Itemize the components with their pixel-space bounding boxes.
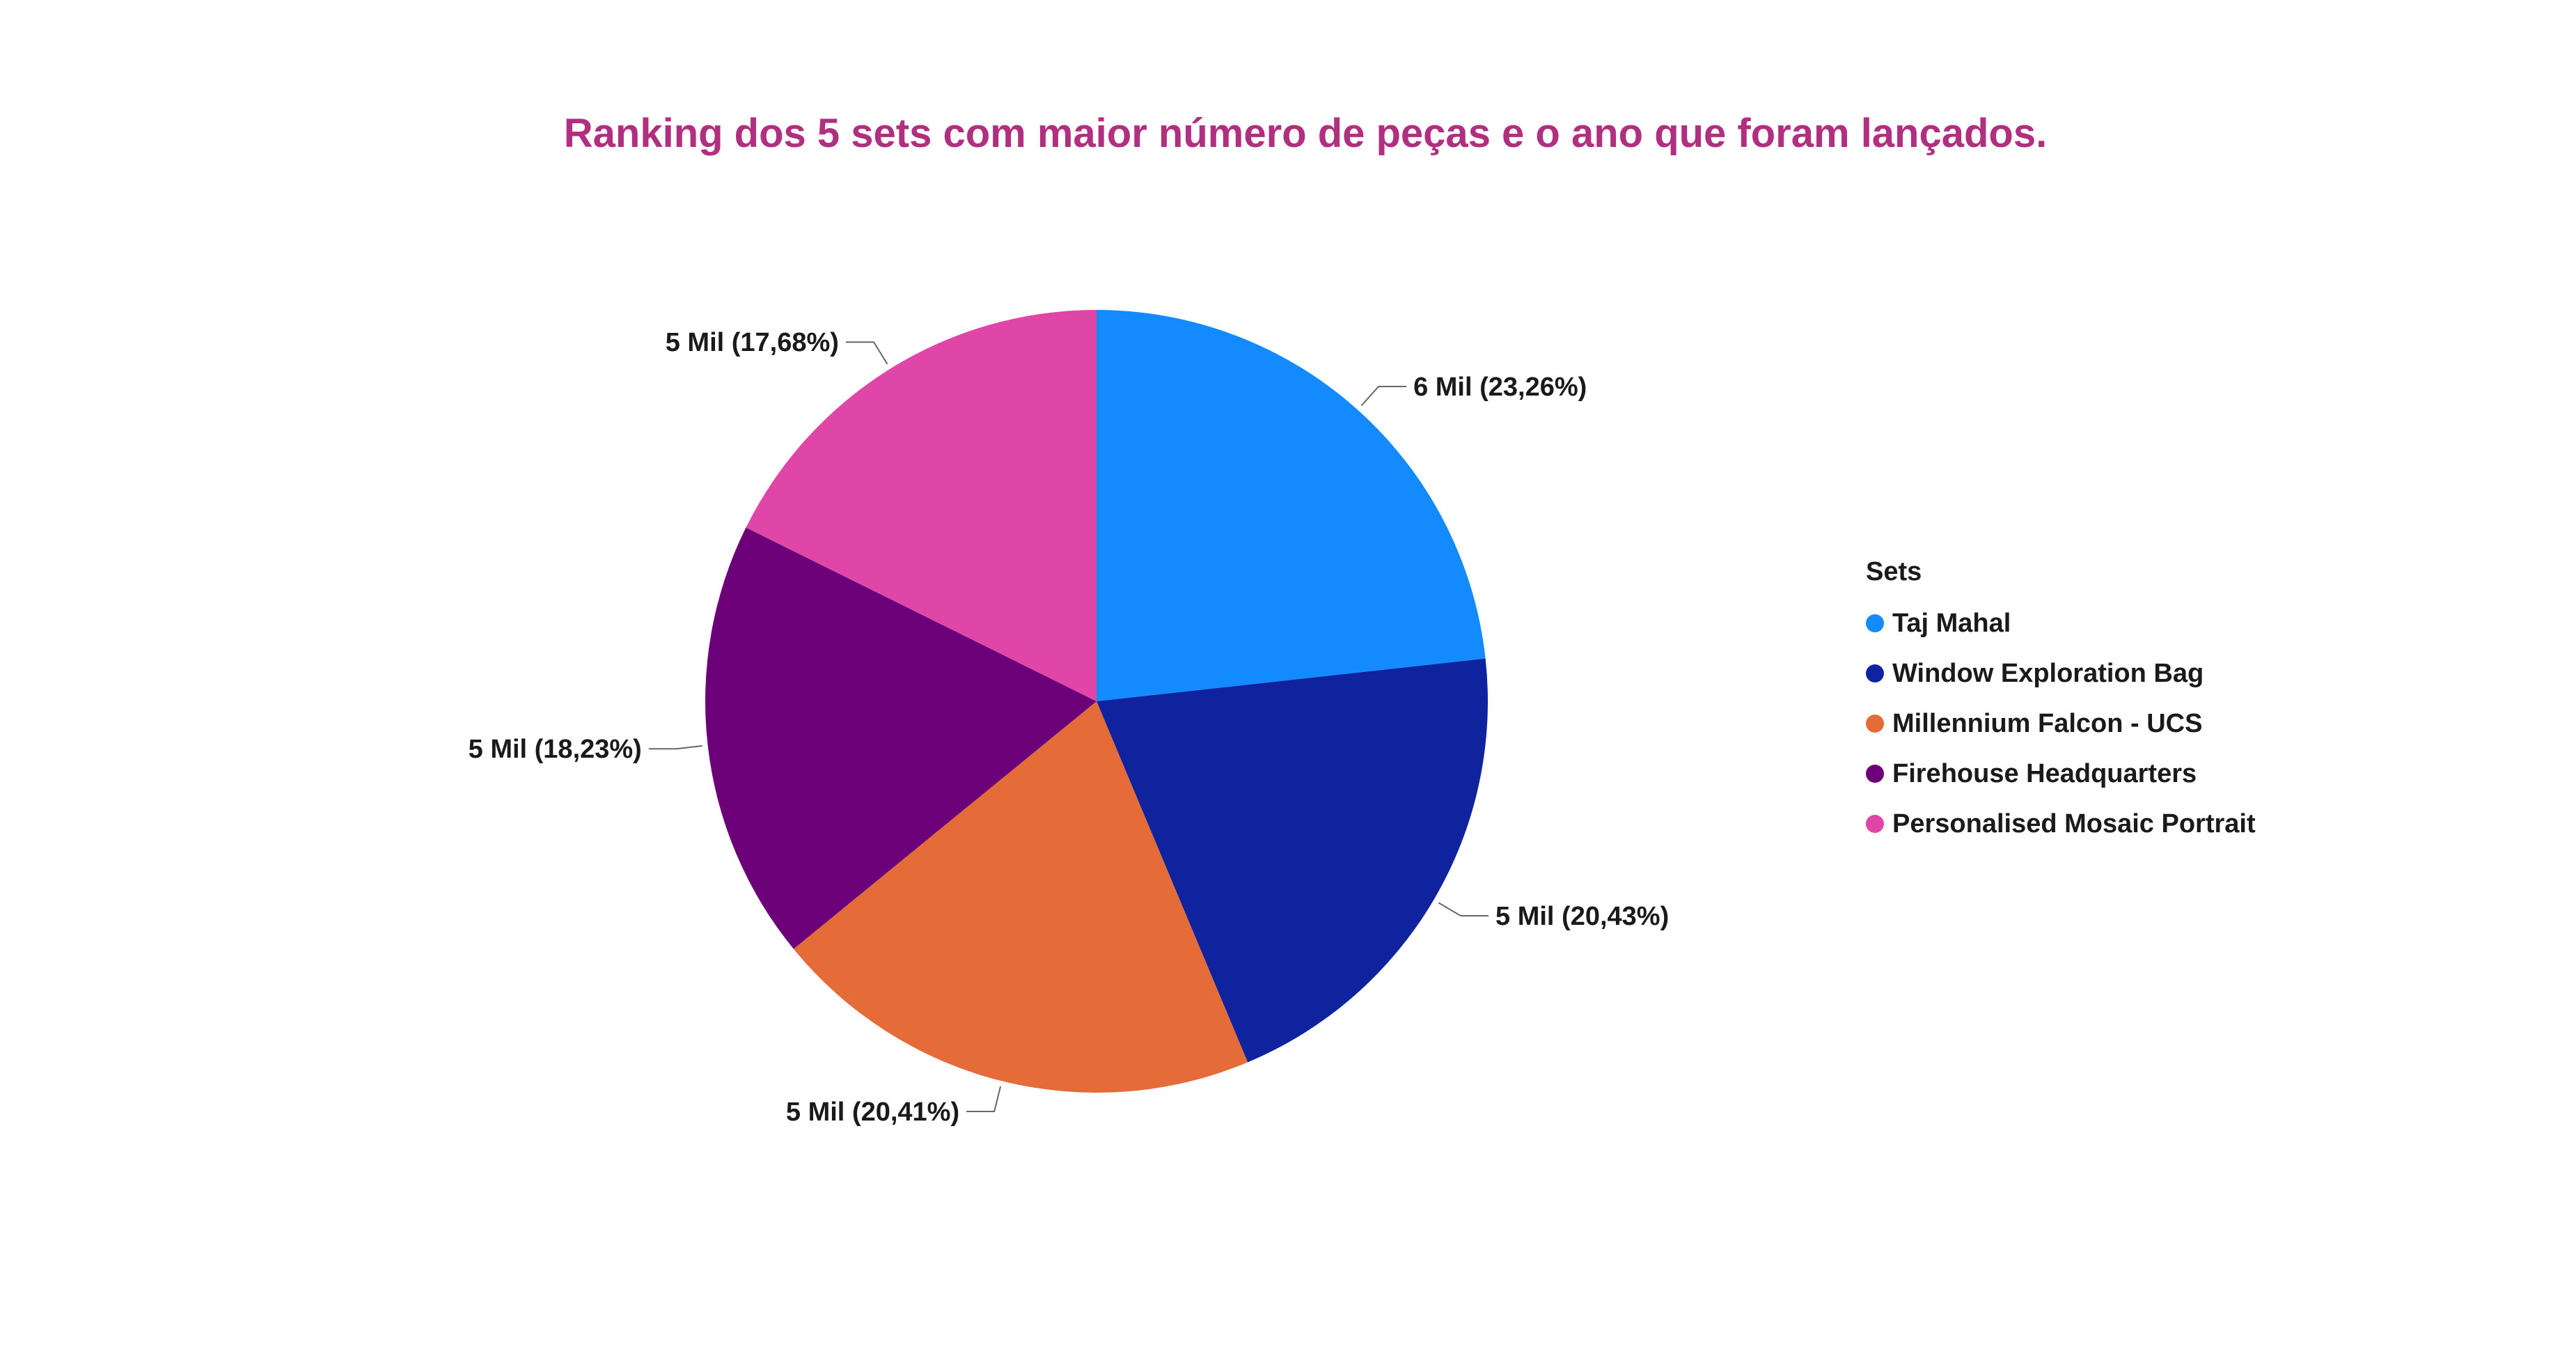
legend-item[interactable]: Personalised Mosaic Portrait [1866,799,2256,849]
pie-slice[interactable] [746,309,1097,701]
legend-label: Firehouse Headquarters [1892,758,2197,788]
leader-line [966,1086,1002,1112]
leader-line [648,745,702,750]
leader-line [845,341,888,365]
legend-item[interactable]: Window Exploration Bag [1866,648,2256,698]
legend-dot-icon [1866,765,1884,783]
leader-line [1438,902,1489,917]
legend-title: Sets [1866,557,1922,586]
legend-item[interactable]: Taj Mahal [1866,598,2256,648]
pie-slice[interactable] [1097,310,1486,701]
chart-title: Ranking dos 5 sets com maior número de p… [563,111,2048,156]
slice-data-label: 5 Mil (20,43%) [1495,902,1669,931]
pie-slice[interactable] [705,527,1097,949]
legend-dot-icon [1866,815,1884,833]
legend-dot-icon [1866,715,1884,733]
legend-item[interactable]: Millennium Falcon - UCS [1866,698,2256,749]
legend-label: Window Exploration Bag [1892,658,2204,688]
slice-data-label: 5 Mil (18,23%) [469,735,642,764]
pie-slice[interactable] [1097,658,1488,1063]
pie-slice[interactable] [793,701,1248,1093]
slice-data-label: 5 Mil (20,41%) [786,1098,959,1127]
legend-label: Taj Mahal [1892,608,2011,638]
legend-label: Personalised Mosaic Portrait [1892,809,2256,838]
legend-label: Millennium Falcon - UCS [1892,708,2203,738]
legend-dot-icon [1866,664,1884,682]
leader-line [1360,385,1407,407]
slice-data-label: 5 Mil (17,68%) [666,328,839,357]
legend-dot-icon [1866,614,1884,632]
legend: Sets Taj Mahal Window Exploration Bag Mill… [1866,557,2256,849]
slice-data-label: 6 Mil (23,26%) [1413,373,1587,402]
legend-item[interactable]: Firehouse Headquarters [1866,749,2256,799]
